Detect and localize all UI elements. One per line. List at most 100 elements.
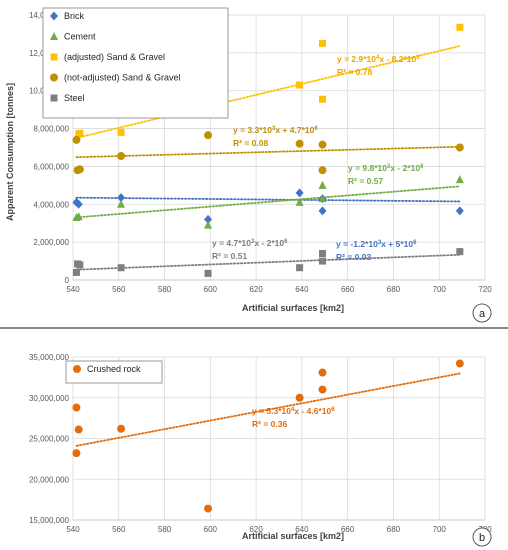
x-tick-label: 620: [249, 285, 263, 294]
data-point: [455, 359, 464, 368]
data-point: [318, 39, 326, 47]
data-point: [76, 129, 84, 137]
trend-equation: y = 4.7*103x - 2*106: [212, 238, 288, 248]
data-point: [318, 95, 326, 103]
legend-marker: [50, 11, 58, 21]
y-tick-label: 6,000,000: [33, 162, 69, 171]
data-point: [318, 194, 327, 203]
data-point: [296, 264, 304, 272]
data-point: [204, 131, 213, 140]
legend-label: Brick: [64, 11, 84, 21]
data-point: [72, 135, 81, 144]
trend-equation: y = 5.3*104x - 4.6*106: [252, 406, 335, 416]
legend-label: (not-adjusted) Sand & Gravel: [64, 73, 181, 83]
data-point: [117, 193, 126, 203]
x-tick-label: 660: [341, 285, 355, 294]
data-point: [455, 206, 464, 216]
trendline-2: [75, 45, 461, 139]
data-point: [318, 250, 326, 257]
x-axis-title-a: Artificial surfaces [km2]: [242, 303, 344, 313]
data-point: [455, 175, 464, 184]
trend-r2: R² = 0.57: [348, 176, 383, 186]
x-tick-label: 620: [249, 525, 263, 534]
y-tick-label: 4,000,000: [33, 200, 69, 209]
x-tick-label: 540: [66, 525, 80, 534]
data-point: [318, 180, 327, 189]
x-tick-label: 640: [295, 285, 309, 294]
legend-marker: [50, 53, 58, 61]
y-tick-label: 0: [65, 276, 70, 285]
data-point: [74, 425, 83, 434]
data-point: [204, 220, 213, 229]
grid-b: [72, 356, 486, 521]
x-tick-label: 540: [66, 285, 80, 294]
trendline-3: [75, 145, 461, 159]
trendlines-b: [75, 372, 461, 447]
legend-marker: [73, 365, 81, 373]
y-tick-label: 35,000,000: [29, 353, 70, 362]
x-tick-label: 580: [158, 525, 172, 534]
trendline-0: [75, 196, 461, 203]
trend-r2: R² = 0.03: [336, 252, 371, 262]
legend-box: [65, 360, 163, 384]
x-tick-label: 680: [387, 525, 401, 534]
data-point: [74, 199, 83, 209]
data-point: [74, 212, 83, 221]
x-axis-title-b: Artificial surfaces [km2]: [242, 531, 344, 541]
data-point: [456, 248, 464, 256]
x-tick-label: 560: [112, 525, 126, 534]
equations-b: y = 5.3*104x - 4.6*106 R² = 0.36: [252, 406, 335, 429]
trend-r2: R² = 0.36: [252, 419, 287, 429]
y-tick-label: 20,000,000: [29, 475, 70, 484]
data-point: [72, 268, 80, 276]
data-point: [295, 393, 304, 402]
x-tick-label: 600: [204, 525, 218, 534]
panel-label-a: a: [479, 308, 486, 320]
y-tick-label: 30,000,000: [29, 394, 70, 403]
data-point: [117, 128, 125, 136]
legend-box: [42, 7, 229, 119]
data-point: [72, 449, 81, 458]
y-tick-label: 8,000,000: [33, 125, 69, 134]
x-tick-label: 700: [433, 285, 447, 294]
y-tick-label: 25,000,000: [29, 435, 70, 444]
data-point: [455, 143, 464, 152]
legend-marker: [50, 32, 58, 40]
x-tick-label: 680: [387, 285, 401, 294]
panel-b: 15,000,000 20,000,000 25,000,000 30,000,000…: [29, 353, 492, 547]
data-point: [117, 152, 126, 161]
trend-equation: y = 9.8*103x - 2*106: [348, 163, 424, 173]
data-point: [318, 385, 327, 394]
data-point: [204, 214, 213, 224]
data-point: [76, 261, 84, 269]
equations-a: y = -1.2*103x + 5*106 R² = 0.03 y = 9.8*10…: [212, 54, 424, 262]
trend-r2: R² = 0.78: [337, 67, 372, 77]
legend-label: Crushed rock: [87, 364, 141, 374]
legend-marker: [50, 73, 58, 82]
data-point: [318, 368, 327, 377]
x-tick-label: 700: [433, 525, 447, 534]
data-point: [318, 206, 327, 216]
trend-equation: y = -1.2*103x + 5*106: [336, 239, 417, 249]
points-a: [72, 23, 464, 277]
x-tick-label: 720: [478, 285, 492, 294]
data-point: [295, 197, 304, 206]
data-point: [117, 424, 126, 433]
x-tick-label: 660: [341, 525, 355, 534]
data-point: [117, 264, 125, 272]
legend-label: Steel: [64, 93, 85, 103]
y-axis-title-a: Apparent Consumption [tonnes]: [5, 83, 15, 221]
data-point: [75, 165, 84, 174]
trend-equation: y = 2.9*104x - 8.2*103: [337, 54, 420, 64]
data-point: [456, 23, 464, 31]
data-point: [318, 140, 327, 149]
legend-a: Brick Cement (adjusted) Sand & Gravel (not-…: [42, 7, 229, 119]
data-point: [204, 504, 213, 513]
legend-b: Crushed rock: [65, 360, 163, 384]
x-tick-label: 560: [112, 285, 126, 294]
legend-label: (adjusted) Sand & Gravel: [64, 52, 165, 62]
panel-label-circle-b: [472, 527, 492, 547]
panel-label-circle-a: [472, 303, 492, 323]
trend-equation: y = 3.3*103x + 4.7*106: [233, 125, 318, 135]
